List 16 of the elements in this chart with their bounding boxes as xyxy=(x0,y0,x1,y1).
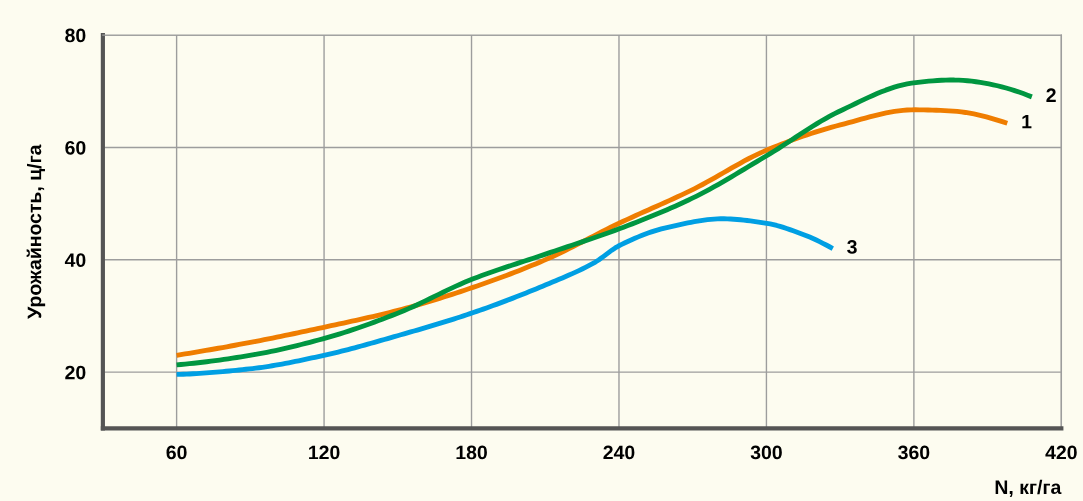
x-tick-label: 300 xyxy=(750,445,782,460)
y-tick-label: 20 xyxy=(65,365,86,380)
x-axis-title: N, кг/га xyxy=(995,479,1062,497)
x-tick-label: 240 xyxy=(603,445,635,460)
x-tick-label: 420 xyxy=(1045,445,1077,460)
x-tick-label: 60 xyxy=(166,445,187,460)
y-tick-label: 40 xyxy=(64,253,86,268)
x-tick-label: 120 xyxy=(309,445,340,460)
series-label: 3 xyxy=(847,240,857,254)
series-label: 2 xyxy=(1046,88,1056,102)
y-tick-label: 80 xyxy=(65,28,86,43)
x-tick-label: 180 xyxy=(456,445,487,460)
series-label: 1 xyxy=(1022,114,1032,129)
y-tick-label: 60 xyxy=(65,140,86,155)
x-tick-label: 360 xyxy=(898,445,930,460)
y-axis-title: Урожайность, ц/га xyxy=(26,144,46,319)
